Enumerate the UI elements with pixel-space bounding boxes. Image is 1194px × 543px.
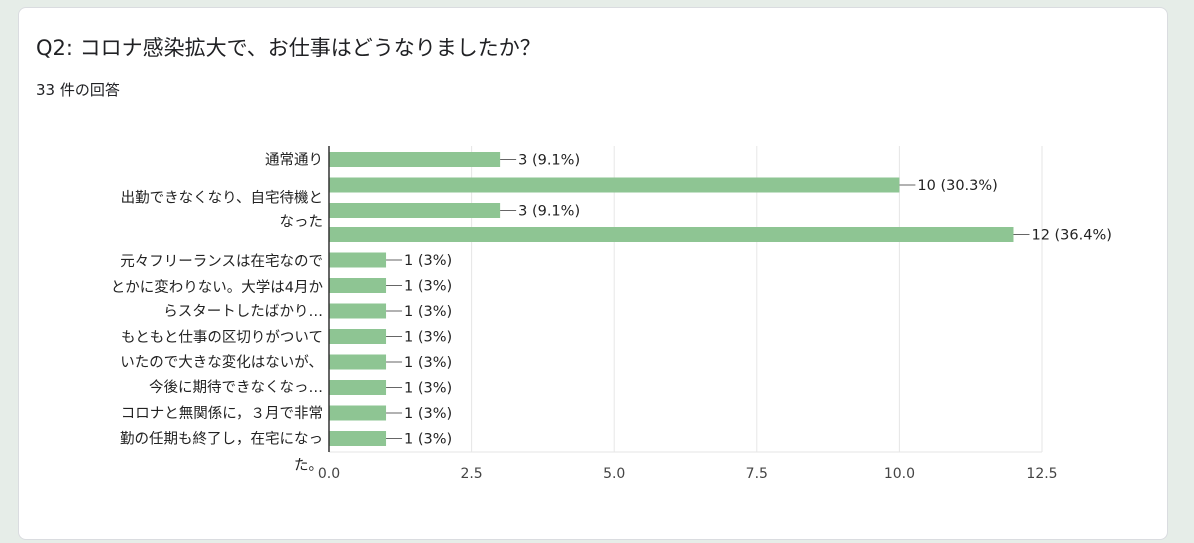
- x-tick-label: 0.0: [318, 466, 340, 482]
- bar[interactable]: [329, 329, 387, 344]
- category-label: もともと仕事の区切りがついて: [121, 329, 323, 346]
- data-label: 1 (3%): [404, 381, 452, 397]
- bar[interactable]: [329, 354, 387, 370]
- category-label: 通常通り: [265, 152, 323, 169]
- data-label: 1 (3%): [404, 304, 452, 320]
- category-label: 今後に期待できなくなっ…: [149, 379, 323, 396]
- bar[interactable]: [329, 227, 1014, 242]
- bar[interactable]: [329, 380, 387, 395]
- data-label: 12 (36.4%): [1031, 228, 1111, 244]
- data-label: 1 (3%): [404, 355, 452, 371]
- x-tick-label: 5.0: [603, 466, 625, 482]
- bar[interactable]: [329, 203, 501, 218]
- data-label: 1 (3%): [404, 253, 452, 269]
- data-label: 10 (30.3%): [917, 178, 997, 194]
- category-label: いたので大きな変化はないが、: [120, 354, 323, 371]
- category-label: 勤の任期も終了し，在宅になっ: [120, 431, 323, 448]
- bars: [329, 152, 1014, 446]
- x-tick-label: 12.5: [1026, 466, 1057, 482]
- category-label: た。: [294, 457, 323, 474]
- data-label: 1 (3%): [404, 406, 452, 422]
- x-axis-tick-labels: 0.0 2.5 5.0 7.5 10.0 12.5: [318, 466, 1058, 482]
- category-label: とかに変わりない。大学は4月か: [111, 279, 323, 296]
- bar[interactable]: [329, 252, 387, 268]
- bar[interactable]: [329, 303, 387, 319]
- category-label: なった: [280, 214, 324, 231]
- question-card: [18, 7, 1168, 540]
- data-label: 3 (9.1%): [518, 153, 580, 169]
- bar[interactable]: [329, 152, 501, 167]
- data-label: 1 (3%): [404, 432, 452, 448]
- data-label: 3 (9.1%): [518, 204, 580, 220]
- grid-lines: [329, 146, 1043, 453]
- category-label: らスタートしたばかり…: [163, 303, 323, 320]
- x-tick-label: 7.5: [746, 466, 768, 482]
- category-label: コロナと無関係に，３月で非常: [121, 405, 323, 422]
- data-label: 1 (3%): [404, 330, 452, 346]
- response-count: 33 件の回答: [36, 81, 120, 99]
- category-label: 出勤できなくなり、自宅待機と: [121, 190, 323, 207]
- category-label: 元々フリーランスは在宅なので: [120, 253, 323, 270]
- category-labels: 通常通り出勤できなくなり、自宅待機となった元々フリーランスは在宅なのでとかに変わ…: [111, 152, 323, 475]
- bar[interactable]: [329, 405, 387, 421]
- data-labels: 3 (9.1%) 10 (30.3%) 3 (9.1%) 12 (36.4%) 1 (3…: [386, 153, 1112, 448]
- bar[interactable]: [329, 431, 387, 446]
- x-tick-label: 2.5: [460, 466, 482, 482]
- bar[interactable]: [329, 177, 900, 193]
- question-title: Q2: コロナ感染拡大で、お仕事はどうなりましたか？: [36, 36, 541, 60]
- x-tick-label: 10.0: [884, 466, 915, 482]
- bar[interactable]: [329, 278, 387, 293]
- data-label: 1 (3%): [404, 279, 452, 295]
